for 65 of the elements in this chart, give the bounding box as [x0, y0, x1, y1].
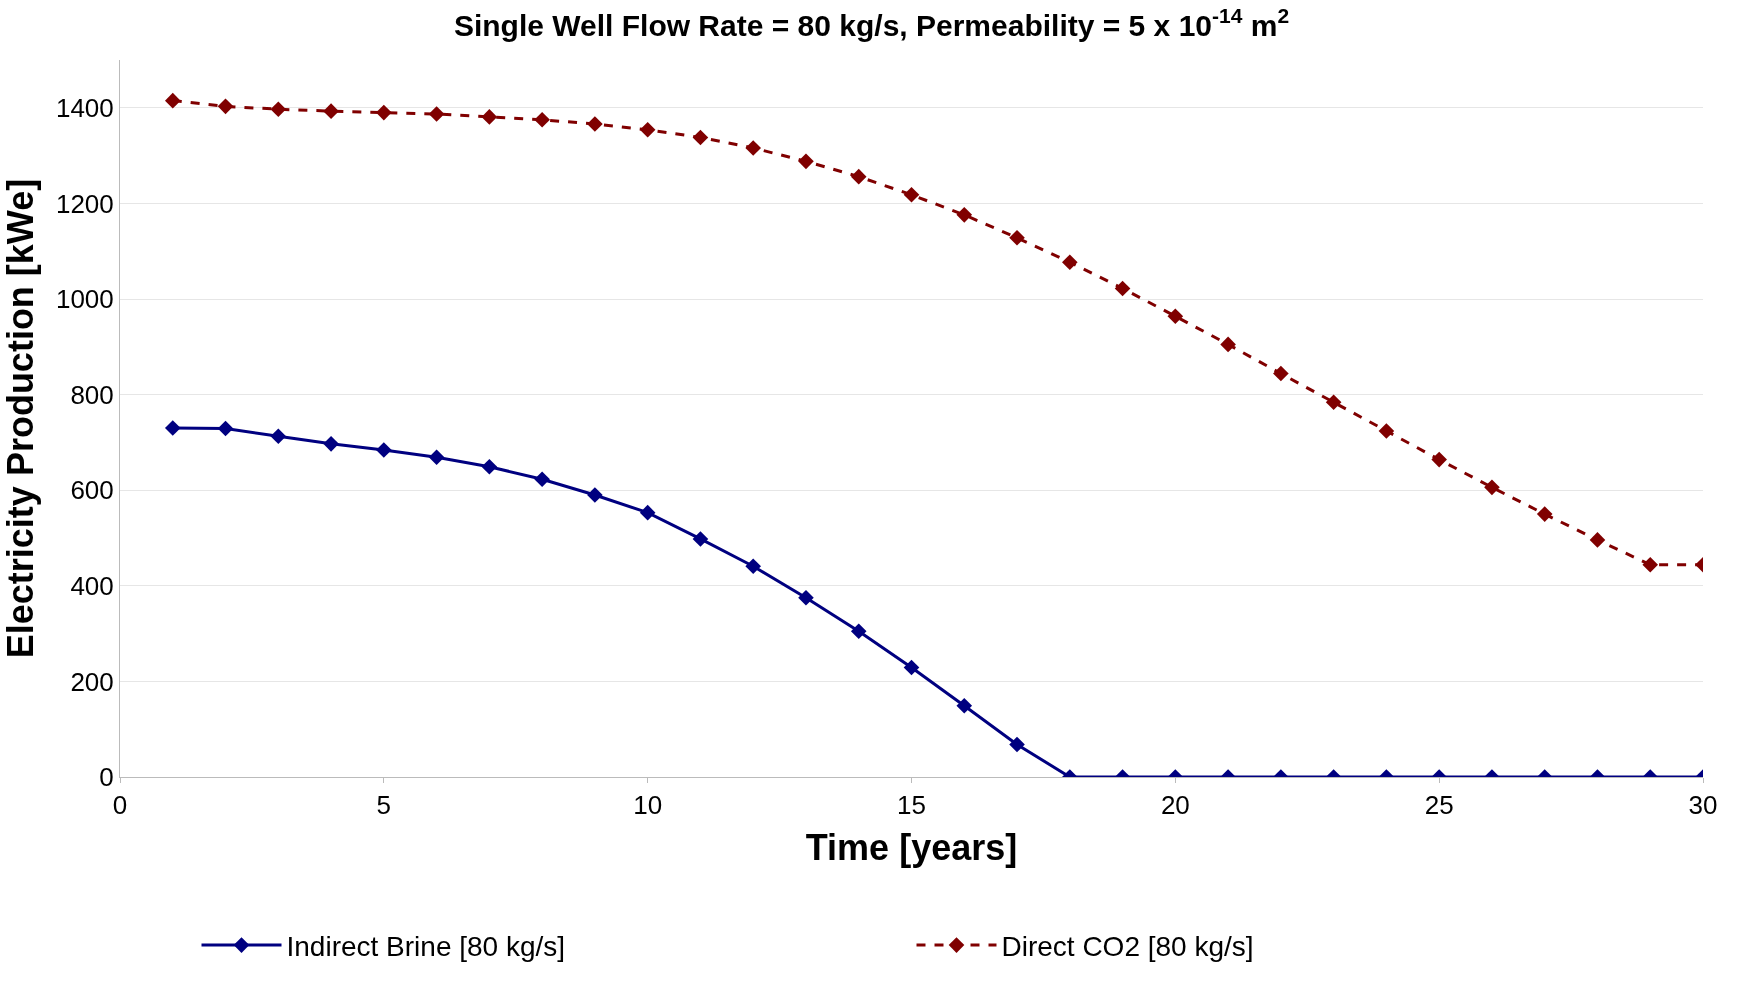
point [1114, 280, 1131, 297]
point [534, 111, 550, 128]
x-tick-label: 15 [897, 790, 926, 821]
point [217, 420, 234, 437]
point [692, 531, 709, 547]
point [956, 697, 973, 714]
point [639, 121, 656, 138]
point [376, 442, 392, 458]
y-tick-label: 800 [70, 379, 114, 410]
legend-label: Direct CO2 [80 kg/s] [1001, 931, 1254, 963]
point [903, 187, 920, 203]
x-axis-title: Time [years] [805, 826, 1018, 868]
point [1536, 506, 1553, 522]
x-tick-label: 25 [1424, 790, 1454, 821]
x-tick-label: 10 [633, 790, 663, 821]
point [428, 449, 445, 466]
point [1642, 556, 1659, 573]
point [481, 458, 498, 475]
point [745, 140, 761, 156]
point [798, 589, 814, 606]
point [1431, 451, 1447, 468]
y-tick-label: 1000 [55, 284, 114, 315]
x-tick-label: 30 [1688, 790, 1718, 821]
point [1062, 254, 1078, 270]
point [1220, 336, 1236, 353]
legend-label: Indirect Brine [80 kg/s] [286, 931, 566, 963]
point [850, 623, 867, 640]
point [323, 103, 339, 119]
x-tick-label: 20 [1160, 790, 1190, 821]
point [903, 659, 920, 676]
point [376, 104, 392, 121]
point [850, 168, 867, 185]
point [270, 101, 287, 118]
y-tick-label: 1400 [55, 92, 114, 123]
y-tick-label: 200 [70, 666, 114, 697]
point [481, 109, 498, 125]
point [745, 558, 761, 574]
point [1378, 423, 1395, 439]
point [1009, 230, 1025, 246]
x-tick-label: 5 [376, 790, 392, 821]
point [1009, 736, 1025, 753]
point [956, 207, 973, 223]
point [164, 92, 181, 109]
point [1589, 532, 1606, 548]
y-tick-label: 400 [70, 570, 114, 601]
point [1484, 479, 1500, 496]
y-tick-label: 0 [99, 762, 114, 793]
point [164, 420, 181, 436]
point [587, 487, 603, 503]
point [1273, 365, 1289, 382]
y-axis-title: Electricity Production [kWe] [0, 178, 41, 659]
chart-title: Single Well Flow Rate = 80 kg/s, Permeability = 5 x 10$^{-14}$ m$^{2}$ [453, 4, 1290, 42]
point [1325, 394, 1342, 411]
point [323, 436, 339, 452]
point [217, 98, 234, 115]
point [428, 106, 445, 122]
point [692, 129, 709, 146]
point [534, 471, 550, 488]
point [1167, 308, 1184, 325]
point [639, 504, 656, 521]
point [270, 428, 287, 444]
y-tick-label: 600 [70, 475, 114, 506]
point [587, 116, 603, 132]
y-tick-label: 1200 [55, 188, 114, 219]
point [798, 153, 814, 170]
